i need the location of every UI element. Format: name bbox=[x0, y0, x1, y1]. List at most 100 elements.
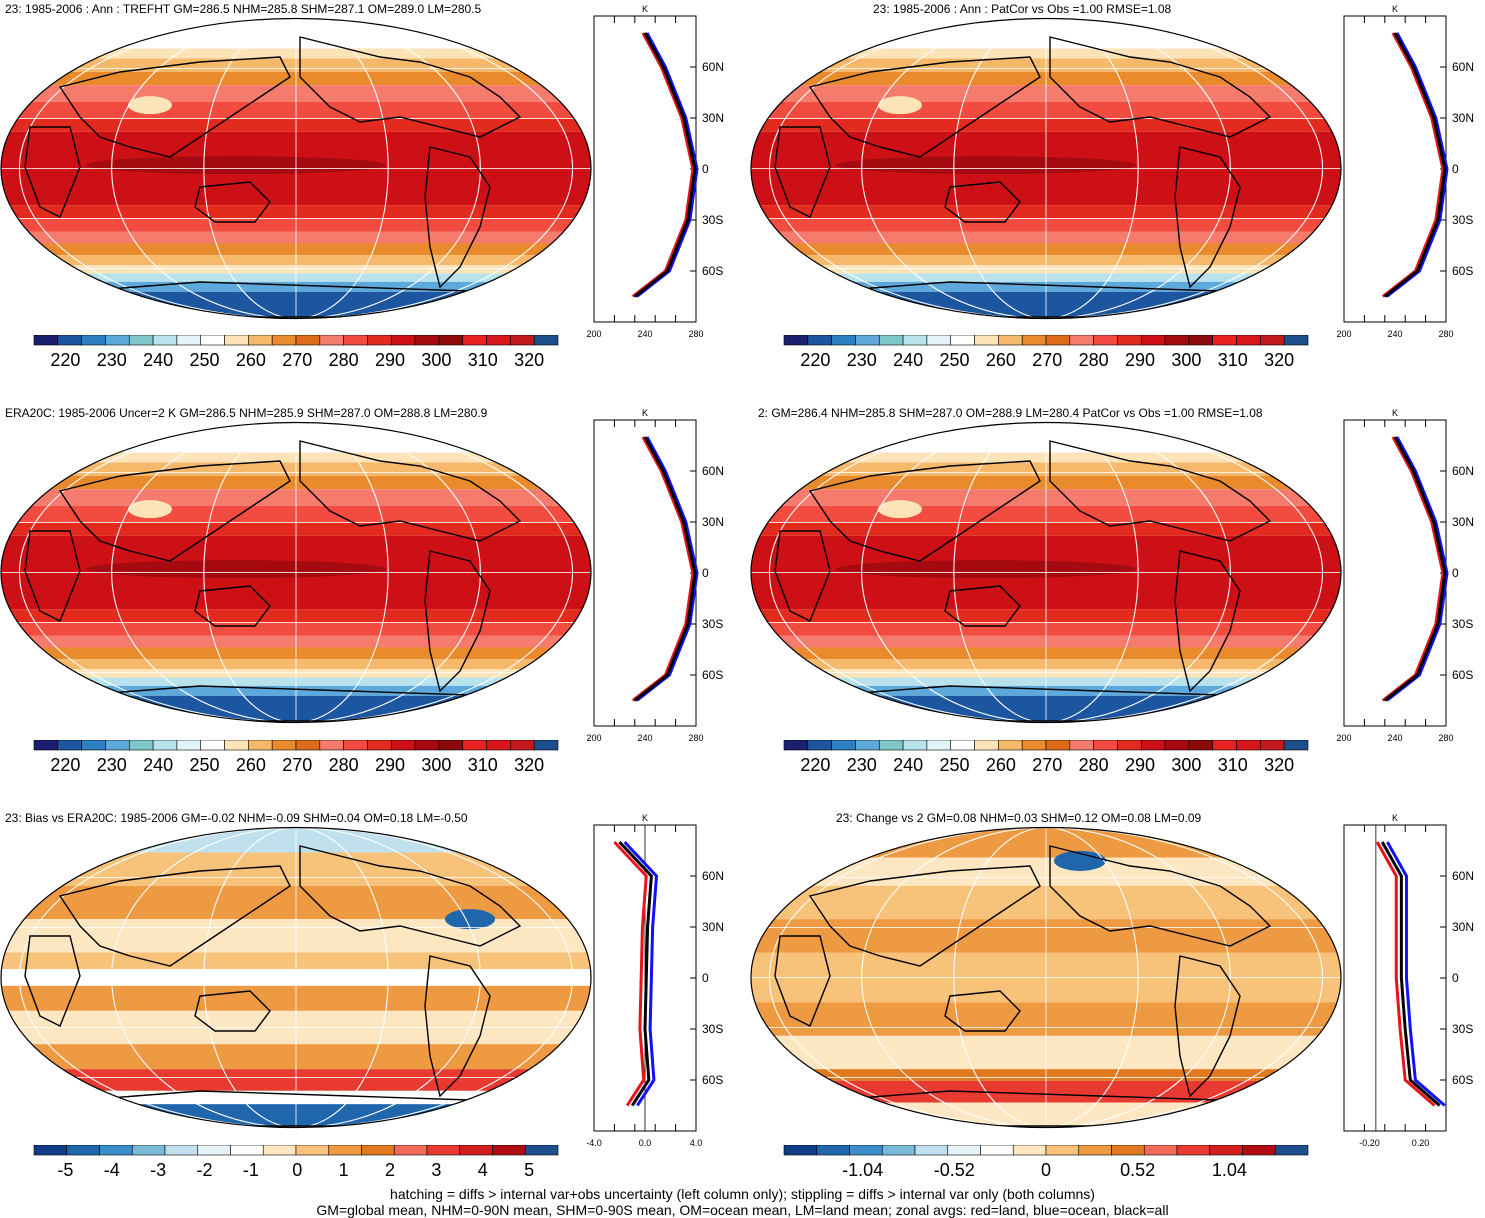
colorbar-label: 320 bbox=[1264, 350, 1294, 370]
colorbar-swatch bbox=[248, 740, 273, 751]
zonal-lat-label: 60N bbox=[702, 60, 724, 74]
colorbar-swatch bbox=[1242, 1145, 1276, 1156]
colorbar-swatch bbox=[1045, 740, 1071, 751]
colorbar-swatch bbox=[1117, 335, 1142, 346]
panel-title-3: ERA20C: 1985-2006 Uncer=2 K GM=286.5 NHM… bbox=[5, 406, 488, 420]
colorbar-label: -1 bbox=[243, 1160, 259, 1180]
colorbar-label: 220 bbox=[50, 350, 80, 370]
zonal-lat-label: 30N bbox=[702, 515, 724, 529]
colorbar-swatch bbox=[1212, 740, 1237, 751]
zonal-lat-label: 30S bbox=[702, 1022, 723, 1036]
colorbar-label: 0 bbox=[1041, 1160, 1051, 1180]
footer-note-1: hatching = diffs > internal var+obs unce… bbox=[390, 1186, 1095, 1202]
colorbar-swatch bbox=[1021, 335, 1047, 346]
colorbar-swatch bbox=[1188, 740, 1214, 751]
zonal-land-line bbox=[613, 840, 648, 1107]
zonal-mean-plot-6: K 60N 30N 0 30S 60S -0.20 0.20 bbox=[1343, 813, 1474, 1148]
colorbar-label: 1 bbox=[339, 1160, 349, 1180]
zonal-all-line bbox=[1380, 841, 1441, 1107]
colorbar-swatch bbox=[533, 740, 559, 751]
colorbar-swatch bbox=[319, 335, 344, 346]
colorbar-label: -3 bbox=[150, 1160, 166, 1180]
colorbar-swatch bbox=[855, 335, 880, 346]
colorbar-swatch bbox=[783, 1145, 818, 1156]
zonal-ocean-line bbox=[635, 32, 699, 298]
colorbar-swatch bbox=[1140, 740, 1166, 751]
colorbar-swatch bbox=[881, 1145, 916, 1156]
colorbar-swatch bbox=[807, 740, 832, 751]
map-field bbox=[1, 18, 591, 319]
colorbar-swatch bbox=[105, 740, 130, 751]
zonal-x-tick-label: -4.0 bbox=[586, 1138, 602, 1148]
colorbar-swatch bbox=[950, 740, 975, 751]
zonal-unit-label: K bbox=[642, 4, 648, 14]
zonal-lat-label: 0 bbox=[1452, 971, 1459, 985]
map-panel-4 bbox=[750, 421, 1342, 724]
colorbar-label: 240 bbox=[143, 755, 173, 775]
zonal-lat-label: 30N bbox=[1452, 920, 1474, 934]
colorbar-swatch bbox=[486, 740, 511, 751]
colorbar-swatch bbox=[510, 740, 535, 751]
zonal-unit-label: K bbox=[642, 408, 648, 418]
zonal-lat-label: 60N bbox=[702, 869, 724, 883]
colorbar-5: -5 -4 -3 -2 -1 0 1 2 3 4 5 bbox=[33, 1145, 559, 1180]
colorbar-swatch bbox=[224, 740, 249, 751]
colorbar-label: 270 bbox=[282, 350, 312, 370]
zonal-lat-label: 60N bbox=[702, 464, 724, 478]
zonal-lat-label: 30N bbox=[702, 111, 724, 125]
colorbar-swatch bbox=[81, 740, 106, 751]
map-border bbox=[750, 826, 1342, 1129]
map-border bbox=[750, 421, 1342, 724]
colorbar-swatch bbox=[200, 740, 225, 751]
zonal-x-tick-label: -0.20 bbox=[1359, 1138, 1380, 1148]
zonal-x-tick-label: 280 bbox=[1438, 329, 1453, 339]
zonal-frame bbox=[593, 15, 697, 323]
colorbar-swatch bbox=[998, 335, 1023, 346]
colorbar-1: 220 230 240 250 260 270 280 290 300 310 320 bbox=[33, 335, 559, 370]
colorbar-swatch bbox=[438, 740, 464, 751]
colorbar-swatch bbox=[390, 335, 416, 346]
colorbar-swatch bbox=[1274, 1145, 1309, 1156]
map-panel-2 bbox=[750, 17, 1342, 320]
colorbar-label: 280 bbox=[1079, 755, 1109, 775]
colorbar-swatch bbox=[1069, 740, 1094, 751]
zonal-lat-label: 60N bbox=[1452, 464, 1474, 478]
colorbar-label: 300 bbox=[1171, 755, 1201, 775]
colorbar-label: 4 bbox=[478, 1160, 488, 1180]
colorbar-label: -5 bbox=[57, 1160, 73, 1180]
colorbar-swatch bbox=[438, 335, 464, 346]
colorbar-swatch bbox=[459, 1145, 493, 1156]
colorbar-swatch bbox=[783, 740, 809, 751]
zonal-lat-label: 60S bbox=[1452, 1073, 1473, 1087]
colorbar-swatch bbox=[295, 335, 321, 346]
colorbar-swatch bbox=[128, 335, 154, 346]
zonal-lat-label: 0 bbox=[702, 162, 709, 176]
colorbar-swatch bbox=[164, 1145, 199, 1156]
colorbar-swatch bbox=[224, 335, 249, 346]
colorbar-swatch bbox=[1045, 1145, 1080, 1156]
colorbar-label: -4 bbox=[104, 1160, 120, 1180]
map-panel-5 bbox=[0, 826, 592, 1129]
colorbar-swatch bbox=[926, 335, 952, 346]
colorbar-swatch bbox=[343, 740, 368, 751]
colorbar-label: 250 bbox=[940, 755, 970, 775]
zonal-ocean-line bbox=[1385, 32, 1449, 298]
colorbar-swatch bbox=[414, 335, 440, 346]
zonal-ocean-line bbox=[1385, 436, 1449, 702]
colorbar-swatch bbox=[152, 335, 178, 346]
map-field bbox=[751, 422, 1341, 723]
colorbar-swatch bbox=[1117, 740, 1142, 751]
colorbar-4: 220 230 240 250 260 270 280 290 300 310 320 bbox=[783, 740, 1309, 775]
colorbar-label: 250 bbox=[190, 755, 220, 775]
map-border bbox=[0, 17, 592, 320]
colorbar-swatch bbox=[1260, 740, 1285, 751]
colorbar-swatch bbox=[926, 740, 952, 751]
colorbar-3: 220 230 240 250 260 270 280 290 300 310 320 bbox=[33, 740, 559, 775]
zonal-lat-label: 60N bbox=[1452, 60, 1474, 74]
zonal-ocean-line bbox=[635, 436, 699, 702]
colorbar-label: 240 bbox=[143, 350, 173, 370]
colorbar-swatch bbox=[510, 335, 535, 346]
colorbar-swatch bbox=[1093, 335, 1118, 346]
colorbar-label: 260 bbox=[236, 350, 266, 370]
zonal-frame bbox=[1343, 419, 1447, 727]
